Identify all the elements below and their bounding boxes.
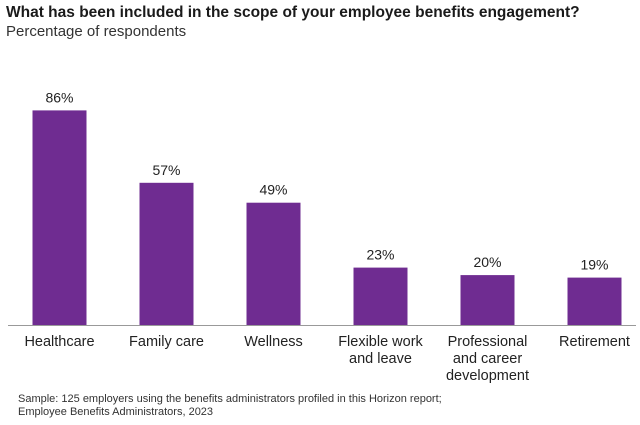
bar-chart: 86% Healthcare 57% Family care 49% Wellness 23… bbox=[8, 89, 636, 384]
data-label-3: 49% bbox=[259, 182, 287, 198]
category-label-3: Wellness bbox=[244, 334, 303, 350]
bar-5 bbox=[460, 275, 515, 325]
data-label-1: 86% bbox=[45, 89, 73, 105]
bar-3 bbox=[246, 202, 301, 325]
bar-2 bbox=[139, 182, 194, 325]
data-label-2: 57% bbox=[152, 162, 180, 178]
category-label-6: Retirement bbox=[559, 334, 630, 350]
category-label-2: Family care bbox=[129, 334, 204, 350]
bar-6 bbox=[567, 277, 622, 325]
category-label-5: Professional and career development bbox=[446, 334, 529, 384]
footnote: Sample: 125 employers using the benefits… bbox=[18, 393, 442, 419]
bar-1 bbox=[32, 110, 87, 326]
chart-title: What has been included in the scope of y… bbox=[6, 4, 580, 21]
chart-subtitle: Percentage of respondents bbox=[6, 23, 187, 40]
data-label-6: 19% bbox=[580, 257, 608, 273]
footnote-sample: Sample: 125 employers using the benefits… bbox=[18, 393, 442, 405]
data-label-5: 20% bbox=[473, 254, 501, 270]
category-label-1: Healthcare bbox=[24, 334, 94, 350]
data-label-4: 23% bbox=[366, 247, 394, 263]
footnote-source: Employee Benefits Administrators, 2023 bbox=[18, 406, 214, 418]
category-label-4: Flexible work and leave bbox=[338, 334, 423, 367]
bar-4 bbox=[353, 267, 408, 325]
